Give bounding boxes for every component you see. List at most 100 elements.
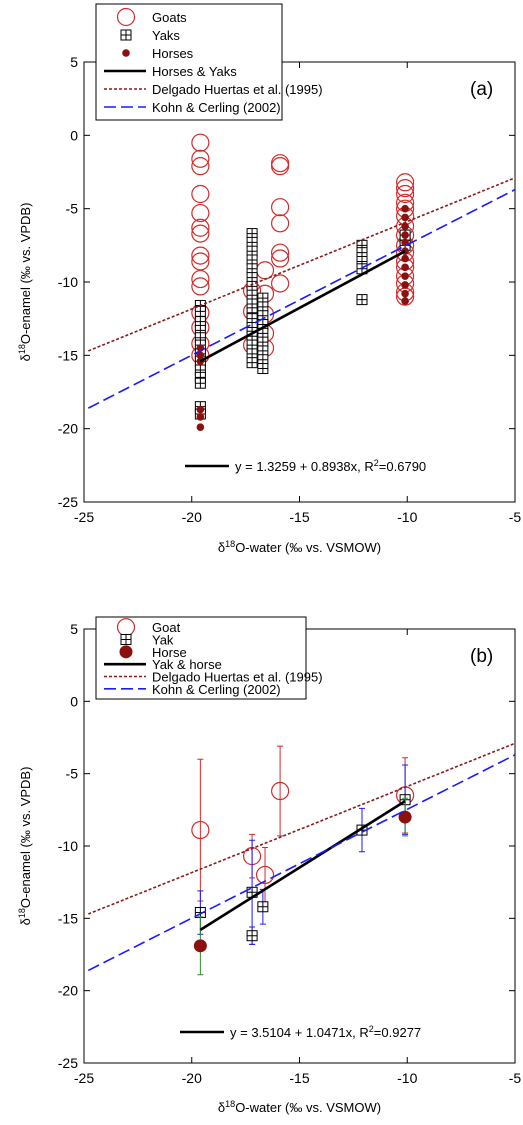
legend-label: Yaks [152,28,180,43]
goat-point [191,218,210,237]
x-axis-label-part: O-water (‰ vs. VSMOW) [235,1100,381,1115]
y-tick-label: -15 [58,910,78,926]
x-tick-label: -10 [397,1070,417,1086]
equation-part: 2 [369,1024,374,1034]
plot-frame [83,61,516,503]
panel-label: (b) [470,646,493,667]
x-axis-label-part: δ [218,540,225,555]
goat-point [271,198,290,217]
horse-point [196,405,205,414]
goat-point [191,149,210,168]
x-tick-label: -10 [397,509,417,525]
x-axis-label: δ18O-water (‰ vs. VSMOW) [218,539,381,555]
horse-point [196,351,205,360]
goat-point [191,277,210,296]
horse-point [401,272,409,280]
horse-point [401,254,409,263]
goat-point [191,246,210,265]
x-tick-label: -25 [74,509,94,525]
fit-line [199,250,406,363]
error-bar [277,745,284,837]
yak-plus [121,634,131,645]
yak-plus [247,887,258,898]
horse-point [398,810,412,824]
goat-point [191,133,210,152]
x-tick-label: -5 [509,509,522,525]
goat-point [271,157,290,176]
x-axis-label-part: 18 [225,539,235,549]
equation-part: 2 [374,458,379,468]
y-tick-label: -25 [58,494,78,510]
goat-point [116,7,136,27]
yak-plus [247,930,258,941]
x-tick-label: -15 [289,509,309,525]
y-tick-label: -5 [66,766,79,782]
horse-point [401,289,409,298]
horse-point [401,263,409,272]
yak-plus [356,294,367,305]
y-axis-label-part: δ [18,354,33,361]
yak-plus [121,30,131,40]
legend-label: Kohn & Cerling (2002) [152,100,281,115]
y-tick-label: 0 [70,693,78,709]
horse-point [401,297,409,305]
error-bar [197,758,204,902]
y-tick-label: -25 [58,1055,78,1071]
x-axis-label: δ18O-water (‰ vs. VSMOW) [218,1099,381,1115]
horse-point [196,423,205,432]
y-tick-label: -5 [66,201,79,217]
yak-point [194,371,206,383]
y-axis-label: δ18O-enamel (‰ vs. VPDB) [17,203,33,362]
x-tick-label: -20 [182,509,202,525]
goat-point [191,252,210,271]
x-tick-label: -5 [509,1070,522,1086]
legend-label: Delgado Huertas et al. (1995) [152,82,323,97]
yak-point [120,29,132,41]
y-axis-label-part: 18 [17,908,27,918]
yak-point [356,294,368,306]
y-tick-label: 5 [70,54,78,70]
yak-point [246,930,258,942]
y-axis-label-part: δ [18,918,33,925]
x-tick-label: -15 [289,1070,309,1086]
horse-point [401,231,409,239]
yak-plus [257,901,268,912]
fit-line [87,754,515,972]
x-axis-label-part: O-water (‰ vs. VSMOW) [235,540,381,555]
horse-point [401,222,409,231]
y-tick-label: 0 [70,127,78,143]
fit-line [88,742,515,915]
goat-point [271,249,290,268]
legend-label: Horses & Yaks [152,64,237,79]
legend-label: Yak [152,633,174,648]
legend-box [95,616,307,700]
legend-label: Horse [152,645,187,660]
equation-part: y = 3.5104 + 1.0471x, R [230,1025,369,1040]
horse-point [196,413,205,421]
yak-point [246,357,258,369]
goat-point [271,781,290,801]
horse-point [193,939,207,953]
goat-point [191,224,210,243]
legend-label: Goat [152,620,181,635]
equation: y = 1.3259 + 0.8938x, R2=0.6790 [235,458,426,474]
legend-box [95,3,283,121]
goat-point [255,865,275,885]
y-axis-label-part: O-enamel (‰ vs. VPDB) [18,767,33,909]
yak-point [120,634,132,645]
goat-point [271,214,290,233]
yak-plus [247,357,258,368]
horse-point [401,281,409,289]
panel: -25 -20 -15 -10 -5-25-20-15-10-505δ18O-water… [17,616,522,1115]
fit-line [199,800,406,932]
goat-point [271,243,290,262]
horse-point [401,204,409,213]
fit-line [88,177,515,352]
goat-point [191,269,210,289]
yak-point [194,305,206,317]
y-axis-label-part: O-enamel (‰ vs. VPDB) [18,203,33,345]
fit-line [87,188,515,409]
legend-label: Yak & horse [152,657,222,672]
equation-part: =0.6790 [379,459,426,474]
horse-point [119,645,133,659]
